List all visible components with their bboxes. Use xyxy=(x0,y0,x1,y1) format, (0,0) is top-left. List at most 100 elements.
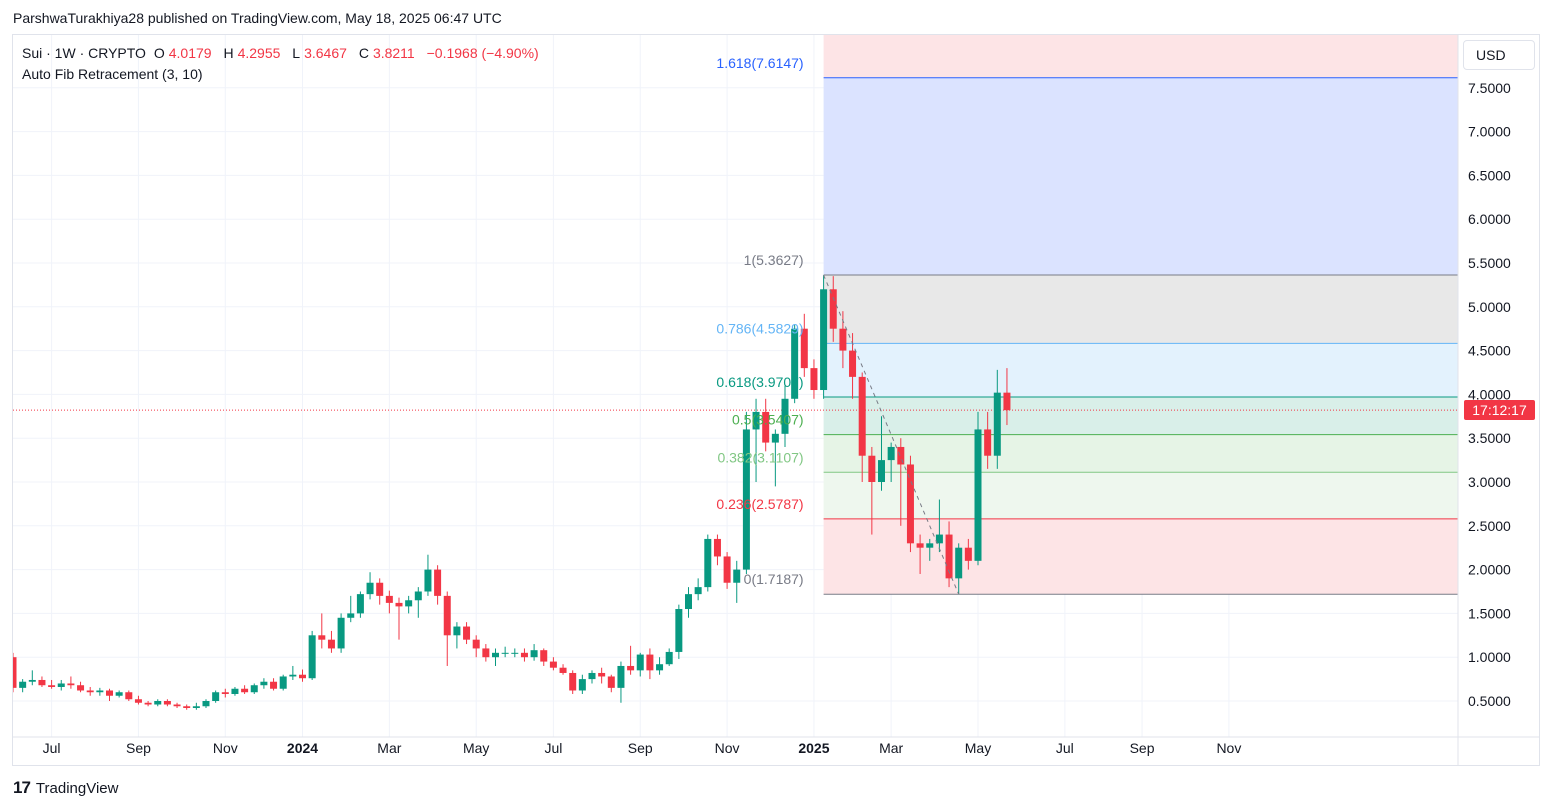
candle-body xyxy=(1003,392,1011,411)
high-value: 4.2955 xyxy=(237,45,281,61)
fib-zone xyxy=(823,396,1458,435)
bar-countdown-label: 17:12:17 xyxy=(1464,400,1535,420)
time-axis-tick-label: Sep xyxy=(628,740,653,756)
candle xyxy=(926,538,934,561)
candle-body xyxy=(260,681,268,686)
price-axis-tick-label: 1.5000 xyxy=(1468,605,1511,621)
candle xyxy=(231,686,239,696)
candle xyxy=(530,644,538,661)
tradingview-logo-icon: 17 xyxy=(13,778,31,797)
price-axis-tick-label: 6.5000 xyxy=(1468,167,1511,183)
candle-body xyxy=(559,667,567,673)
candle xyxy=(665,648,673,666)
candle-body xyxy=(366,582,374,595)
candle xyxy=(318,613,326,649)
candle-body xyxy=(67,683,75,686)
candle-body xyxy=(48,685,56,687)
candle-body xyxy=(96,690,104,693)
candle xyxy=(434,565,442,605)
candle-body xyxy=(501,652,509,654)
symbol-label[interactable]: Sui · 1W · CRYPTO xyxy=(22,45,146,61)
candle xyxy=(964,538,972,570)
candle xyxy=(212,690,220,703)
candle-body xyxy=(955,547,963,579)
candle xyxy=(1003,368,1011,426)
candle xyxy=(376,578,384,605)
candle-body xyxy=(395,602,403,607)
candle-body xyxy=(878,460,885,482)
candle-body xyxy=(511,652,519,654)
candle-body xyxy=(906,464,914,544)
candle xyxy=(86,686,94,696)
candle-body xyxy=(183,706,191,709)
candle-body xyxy=(250,685,258,693)
candle xyxy=(646,648,654,680)
candle-body xyxy=(685,594,692,610)
candle-body xyxy=(356,594,364,614)
currency-button[interactable]: USD xyxy=(1463,40,1535,70)
candle-body xyxy=(453,626,461,636)
candle-body xyxy=(549,661,557,668)
candle-body xyxy=(530,650,538,658)
fib-level-label: 0.382(3.1107) xyxy=(717,449,803,465)
attribution-text: ParshwaTurakhiya28 published on TradingV… xyxy=(13,10,502,26)
candle xyxy=(279,674,287,691)
tradingview-brand[interactable]: 17 TradingView xyxy=(13,778,118,798)
fib-trend-line xyxy=(823,274,960,595)
candle-body xyxy=(192,706,200,709)
candle-body xyxy=(86,690,94,693)
candle-body xyxy=(762,411,770,443)
candle-body xyxy=(414,591,422,601)
time-axis-tick-label: 2024 xyxy=(287,740,318,756)
candle xyxy=(289,665,297,680)
candle xyxy=(347,595,355,623)
time-axis-tick-label: Jul xyxy=(43,740,61,756)
candle xyxy=(134,695,142,705)
candle-body xyxy=(424,569,432,592)
candle-body xyxy=(231,688,239,694)
candle xyxy=(366,572,374,600)
candle-body xyxy=(964,547,972,561)
candle xyxy=(202,699,210,709)
candle-body xyxy=(829,289,837,329)
ohlc-legend: Sui · 1W · CRYPTO O 4.0179 H 4.2955 L 3.646… xyxy=(22,45,543,61)
close-value: 3.8211 xyxy=(372,45,415,61)
candle-body xyxy=(115,692,123,696)
candle xyxy=(356,591,364,618)
candle xyxy=(955,543,963,595)
candle xyxy=(578,674,586,694)
fib-zone xyxy=(823,275,1458,344)
time-axis-tick-label: Mar xyxy=(879,740,903,756)
candle-body xyxy=(125,692,133,700)
candle-body xyxy=(221,692,229,694)
candle xyxy=(106,688,113,701)
candle-body xyxy=(443,595,451,636)
candle xyxy=(675,604,683,659)
brand-name: TradingView xyxy=(35,779,119,797)
candle-body xyxy=(578,679,586,691)
candle-body xyxy=(327,639,335,649)
high-label: H xyxy=(223,45,234,61)
candle xyxy=(77,681,85,693)
candle xyxy=(762,398,770,452)
indicator-label[interactable]: Auto Fib Retracement (3, 10) xyxy=(22,66,203,82)
candle-body xyxy=(897,446,905,465)
candle xyxy=(897,438,905,526)
candle xyxy=(327,630,335,653)
candle xyxy=(57,679,65,691)
candle xyxy=(627,645,635,675)
candle xyxy=(569,670,577,694)
candle xyxy=(858,372,866,482)
candle xyxy=(424,554,432,596)
candle-body xyxy=(974,429,982,561)
price-axis-tick-label: 4.0000 xyxy=(1468,386,1511,402)
price-axis-tick-label: 7.5000 xyxy=(1468,80,1511,96)
candle-body xyxy=(57,683,65,687)
candle-body xyxy=(839,328,847,351)
candle-body xyxy=(742,429,750,570)
candle-body xyxy=(598,672,606,677)
candle xyxy=(723,552,731,589)
candle xyxy=(878,416,885,491)
candle-body xyxy=(28,679,36,682)
